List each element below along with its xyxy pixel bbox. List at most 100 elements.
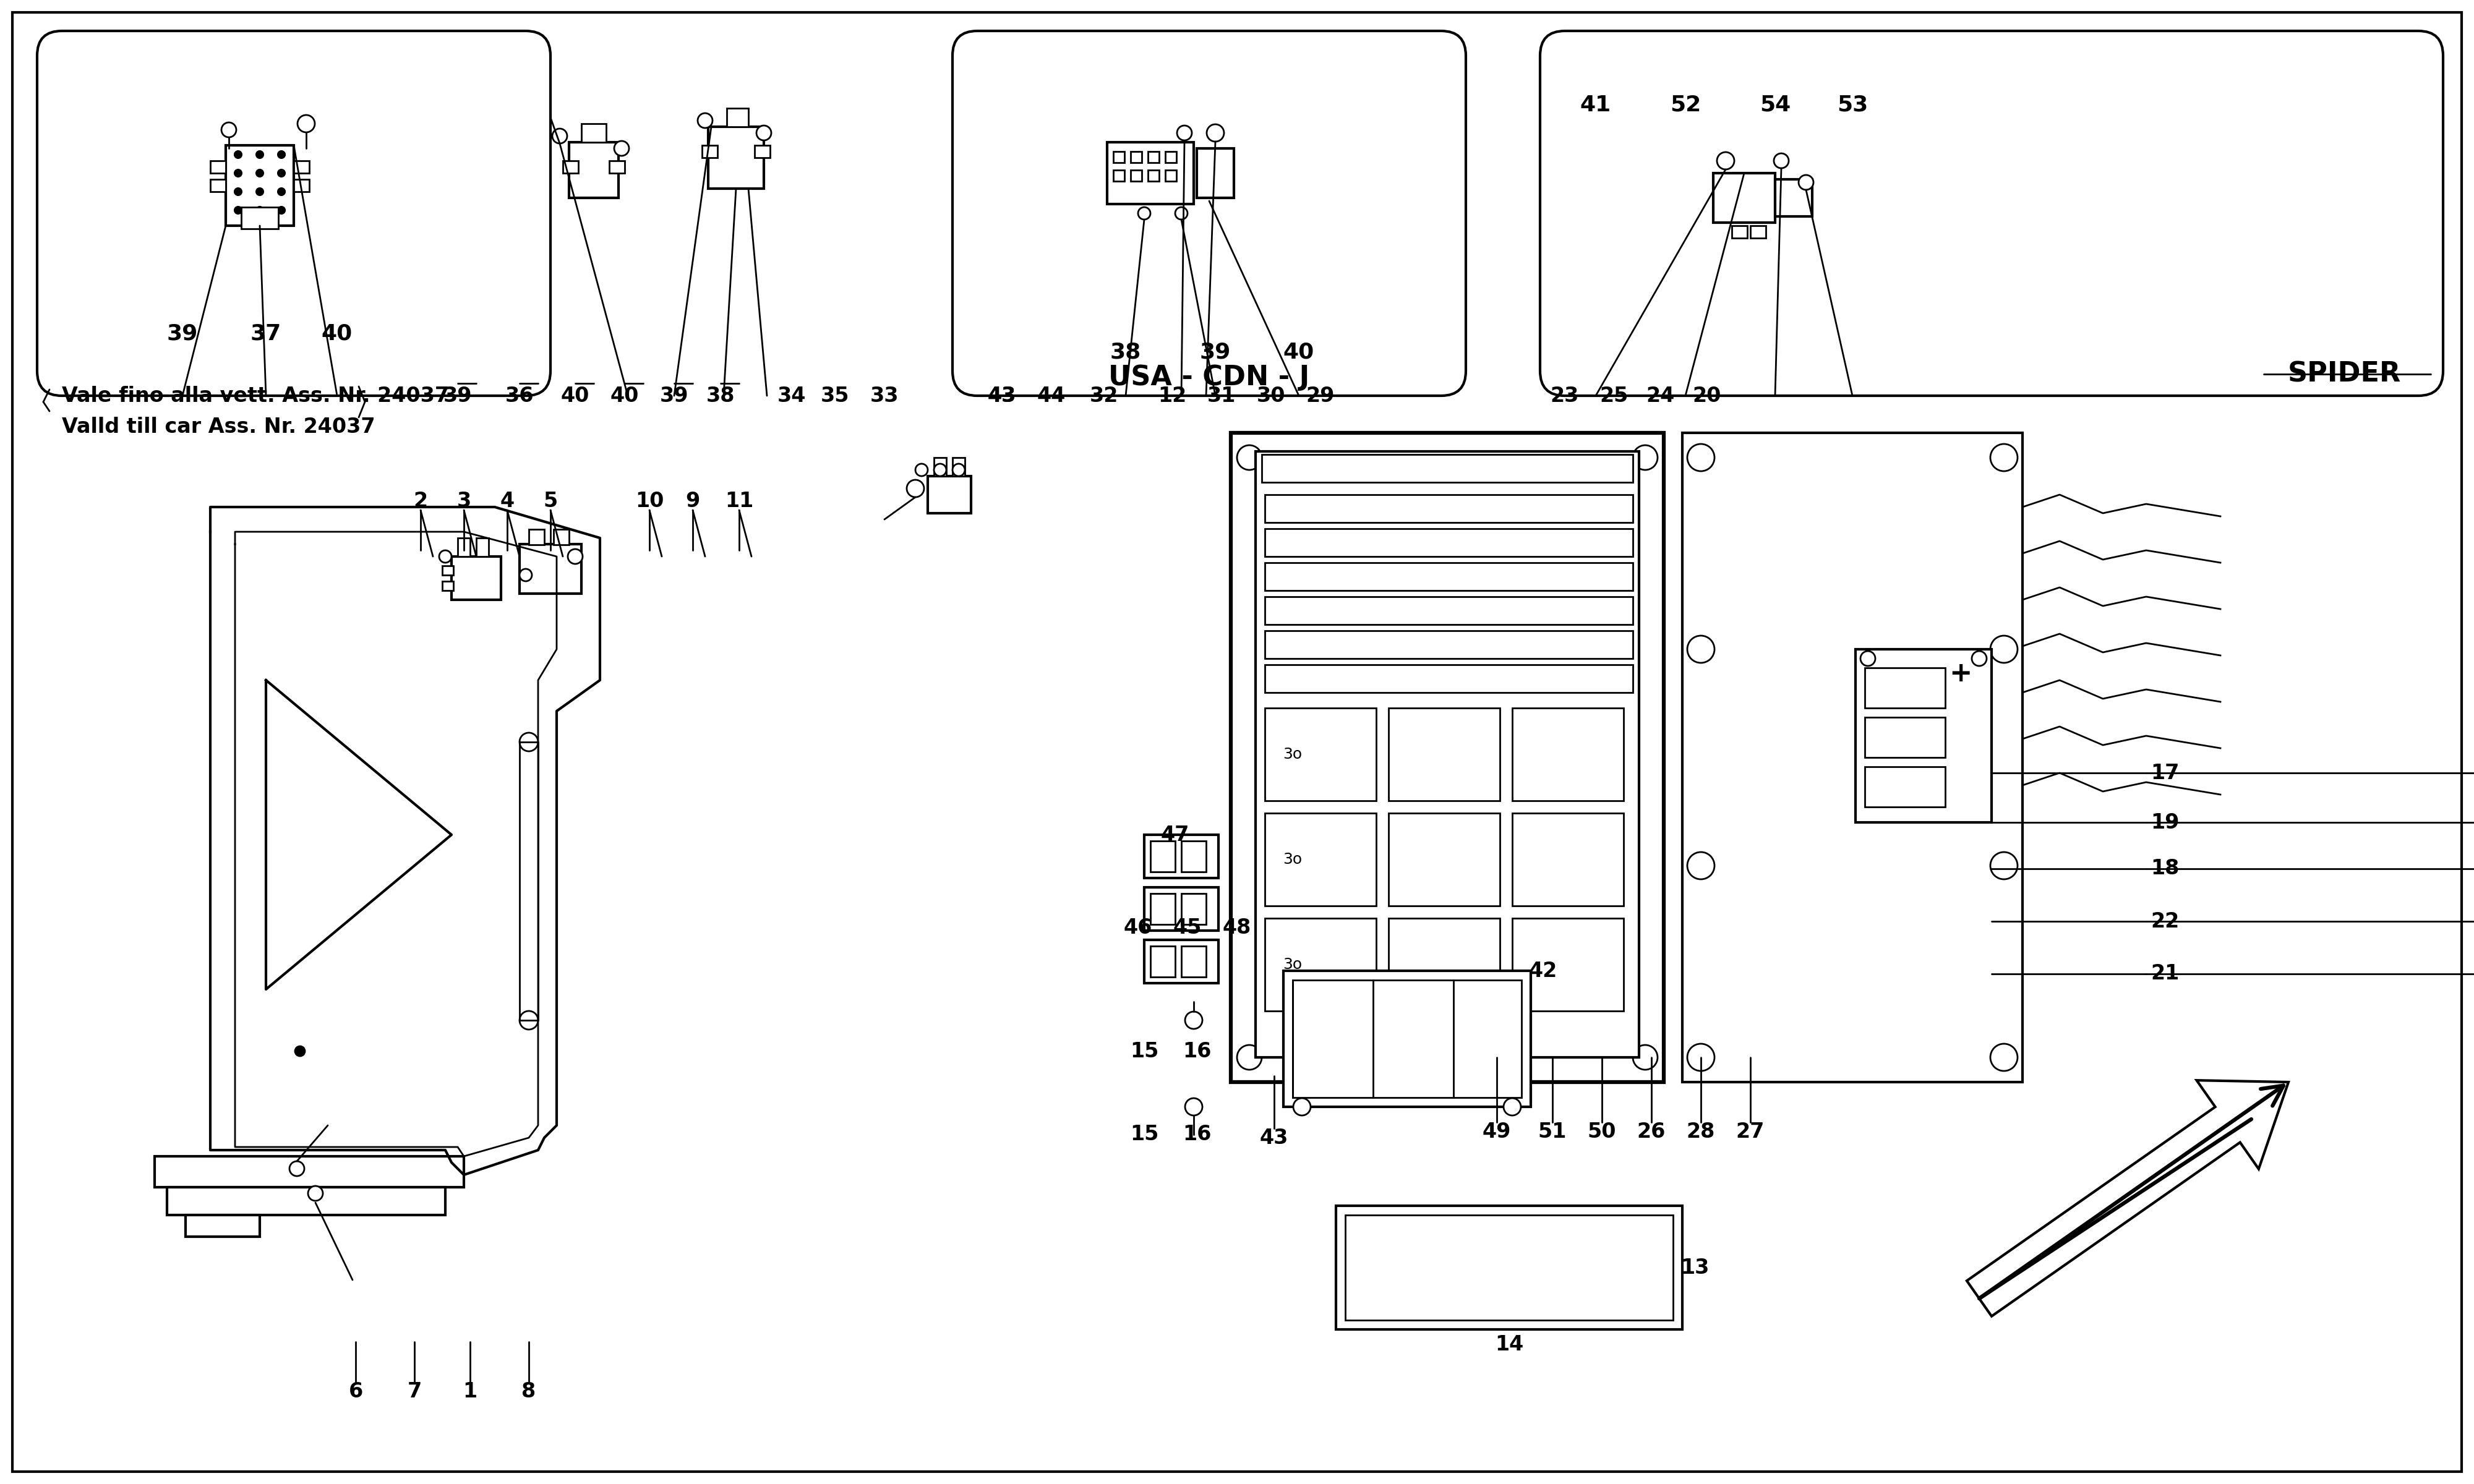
Bar: [153, 1156, 465, 1187]
Text: 40: 40: [562, 386, 589, 407]
Circle shape: [1178, 126, 1192, 141]
Text: 28: 28: [1687, 1122, 1714, 1141]
Circle shape: [294, 1046, 304, 1057]
Circle shape: [1717, 151, 1734, 169]
Circle shape: [307, 1186, 322, 1201]
Bar: [952, 457, 965, 476]
Circle shape: [1175, 208, 1188, 220]
Text: 42: 42: [1529, 960, 1559, 981]
Text: 18: 18: [2150, 859, 2180, 879]
Bar: [1113, 171, 1123, 181]
Text: 54: 54: [1759, 95, 1791, 116]
Text: 3o: 3o: [1284, 746, 1301, 761]
Text: 19: 19: [2150, 812, 2180, 833]
Bar: [225, 145, 294, 226]
Bar: [168, 1187, 445, 1215]
Text: +: +: [1950, 660, 1972, 687]
Text: 1: 1: [463, 1382, 477, 1401]
Text: Vale fino alla vett. Ass. Nr. 24037: Vale fino alla vett. Ass. Nr. 24037: [62, 386, 450, 407]
Bar: [1264, 631, 1633, 659]
Bar: [520, 545, 581, 594]
Circle shape: [1774, 153, 1789, 168]
Bar: [1257, 451, 1638, 1057]
Text: 43: 43: [1259, 1128, 1289, 1149]
Text: 39: 39: [443, 386, 473, 407]
Text: 15: 15: [1131, 1125, 1158, 1144]
Bar: [1150, 893, 1175, 925]
Circle shape: [1294, 1098, 1311, 1116]
Bar: [1776, 180, 1811, 217]
Text: 44: 44: [1037, 386, 1066, 407]
Text: 3: 3: [458, 491, 470, 510]
Bar: [1865, 668, 1945, 708]
Circle shape: [277, 206, 285, 214]
Text: 50: 50: [1588, 1122, 1616, 1141]
Circle shape: [1633, 445, 1658, 470]
Text: 41: 41: [1581, 95, 1611, 116]
Circle shape: [235, 188, 242, 196]
Circle shape: [277, 169, 285, 177]
Circle shape: [1185, 1098, 1202, 1116]
Circle shape: [552, 129, 567, 144]
Text: 15: 15: [1131, 1040, 1158, 1061]
Text: 3o: 3o: [1284, 957, 1301, 972]
Text: 7: 7: [408, 1382, 421, 1401]
Bar: [1346, 1215, 1672, 1321]
Circle shape: [257, 151, 262, 159]
Circle shape: [614, 141, 628, 156]
Text: 20: 20: [1692, 386, 1722, 407]
Text: 38: 38: [1111, 341, 1141, 364]
Bar: [1264, 597, 1633, 625]
Text: 53: 53: [1836, 95, 1868, 116]
Text: 46: 46: [1123, 917, 1153, 938]
Bar: [475, 537, 490, 556]
Bar: [1512, 708, 1623, 801]
Text: 13: 13: [1680, 1257, 1710, 1278]
Bar: [1232, 433, 1663, 1082]
Circle shape: [1860, 651, 1875, 666]
Bar: [703, 145, 717, 157]
Text: 43: 43: [987, 386, 1017, 407]
Bar: [1148, 151, 1158, 163]
Text: 39: 39: [166, 324, 198, 344]
Bar: [1264, 494, 1633, 522]
Bar: [1148, 171, 1158, 181]
Bar: [1183, 893, 1207, 925]
Bar: [450, 556, 500, 600]
Bar: [1336, 1205, 1682, 1330]
Text: 36: 36: [505, 386, 534, 407]
FancyBboxPatch shape: [37, 31, 549, 396]
Bar: [727, 108, 747, 126]
Circle shape: [1633, 1045, 1658, 1070]
Text: 16: 16: [1183, 1125, 1212, 1144]
Bar: [1264, 528, 1633, 556]
Polygon shape: [1967, 1080, 2288, 1316]
Text: 52: 52: [1670, 95, 1702, 116]
Text: 40: 40: [322, 324, 354, 344]
Bar: [443, 565, 453, 574]
Bar: [1732, 226, 1747, 237]
Text: 32: 32: [1089, 386, 1118, 407]
Bar: [1388, 919, 1499, 1011]
Text: 51: 51: [1539, 1122, 1566, 1141]
Text: 6: 6: [349, 1382, 364, 1401]
Circle shape: [1687, 852, 1714, 879]
Bar: [1262, 454, 1633, 482]
FancyBboxPatch shape: [1539, 31, 2444, 396]
Text: 39: 39: [1200, 341, 1232, 364]
Bar: [554, 530, 569, 545]
Bar: [1388, 813, 1499, 905]
Bar: [1712, 174, 1776, 223]
Bar: [1856, 650, 1992, 822]
Bar: [1183, 947, 1207, 976]
Bar: [1752, 226, 1766, 237]
Bar: [1197, 148, 1235, 197]
Text: USA - CDN - J: USA - CDN - J: [1108, 364, 1309, 390]
Bar: [1165, 151, 1178, 163]
Text: 43: 43: [987, 386, 1017, 407]
Text: 40: 40: [1284, 341, 1314, 364]
Bar: [755, 145, 769, 157]
Circle shape: [569, 549, 584, 564]
Bar: [1264, 813, 1376, 905]
Text: 14: 14: [1494, 1334, 1524, 1355]
